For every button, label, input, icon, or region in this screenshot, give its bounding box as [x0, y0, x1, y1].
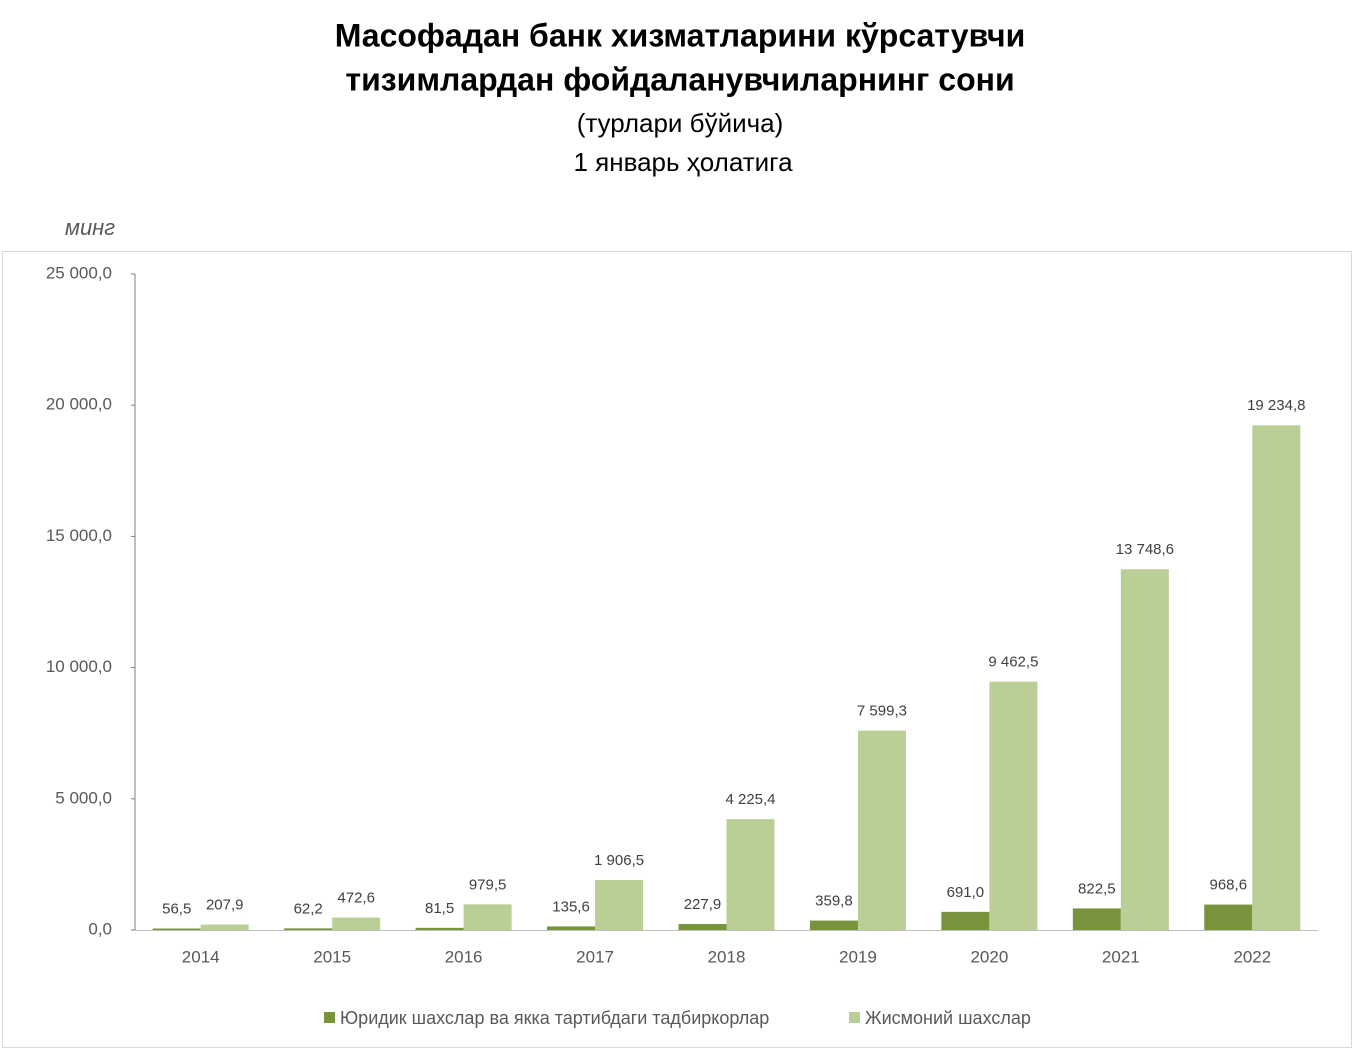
x-tick-label: 2018 — [708, 947, 746, 966]
bar — [284, 928, 333, 930]
legend-swatch — [324, 1012, 335, 1023]
bar — [809, 920, 858, 930]
y-tick-label: 20 000,0 — [46, 395, 112, 414]
chart-subtitle: 1 январь ҳолатига — [573, 147, 793, 177]
value-label: 62,2 — [294, 900, 323, 917]
bar — [152, 928, 201, 930]
bar — [463, 904, 512, 930]
value-label: 81,5 — [425, 900, 454, 917]
bar — [415, 927, 464, 930]
x-tick-label: 2022 — [1233, 947, 1271, 966]
bar — [1120, 569, 1169, 930]
chart-frame — [2, 251, 1352, 1048]
legend-label: Жисмоний шахслар — [865, 1008, 1031, 1028]
value-label: 691,0 — [947, 884, 985, 901]
legend-swatch — [849, 1012, 860, 1023]
y-axis-label: минг — [65, 215, 115, 240]
value-label: 968,6 — [1210, 877, 1248, 894]
x-tick-label: 2015 — [313, 947, 351, 966]
y-tick-label: 5 000,0 — [55, 788, 112, 807]
value-label: 227,9 — [684, 896, 722, 913]
value-label: 472,6 — [337, 890, 375, 907]
value-label: 7 599,3 — [857, 703, 907, 720]
value-label: 9 462,5 — [988, 654, 1038, 671]
bar — [200, 924, 249, 930]
x-tick-label: 2014 — [182, 947, 220, 966]
x-tick-label: 2019 — [839, 947, 877, 966]
chart-subtitle: (турлари бўйича) — [577, 108, 784, 138]
value-label: 4 225,4 — [725, 791, 775, 808]
value-label: 1 906,5 — [594, 852, 644, 869]
bar — [332, 917, 381, 930]
y-tick-label: 15 000,0 — [46, 526, 112, 545]
value-label: 13 748,6 — [1116, 541, 1174, 558]
bar — [1204, 904, 1253, 930]
x-tick-label: 2017 — [576, 947, 614, 966]
y-tick-label: 0,0 — [88, 919, 112, 938]
bar — [595, 879, 644, 930]
bar — [1252, 425, 1301, 930]
bar — [726, 819, 775, 930]
legend-label: Юридик шахслар ва якка тартибдаги тадбир… — [340, 1008, 769, 1028]
bar — [678, 924, 727, 930]
bar — [1072, 908, 1121, 930]
value-label: 135,6 — [552, 898, 590, 915]
value-label: 56,5 — [162, 900, 191, 917]
chart-title: тизимлардан фойдаланувчиларнинг сони — [345, 61, 1014, 97]
value-label: 19 234,8 — [1247, 397, 1305, 414]
y-tick-label: 10 000,0 — [46, 657, 112, 676]
x-tick-label: 2021 — [1102, 947, 1140, 966]
value-label: 207,9 — [206, 897, 244, 914]
value-label: 822,5 — [1078, 880, 1116, 897]
bar — [989, 681, 1038, 930]
x-tick-label: 2020 — [970, 947, 1008, 966]
bar — [857, 730, 906, 930]
y-tick-label: 25 000,0 — [46, 263, 112, 282]
bar — [941, 911, 990, 930]
chart-title: Масофадан банк хизматларини кўрсатувчи — [335, 17, 1026, 53]
value-label: 359,8 — [815, 893, 853, 910]
x-tick-label: 2016 — [445, 947, 483, 966]
value-label: 979,5 — [469, 876, 507, 893]
bar — [547, 926, 596, 930]
